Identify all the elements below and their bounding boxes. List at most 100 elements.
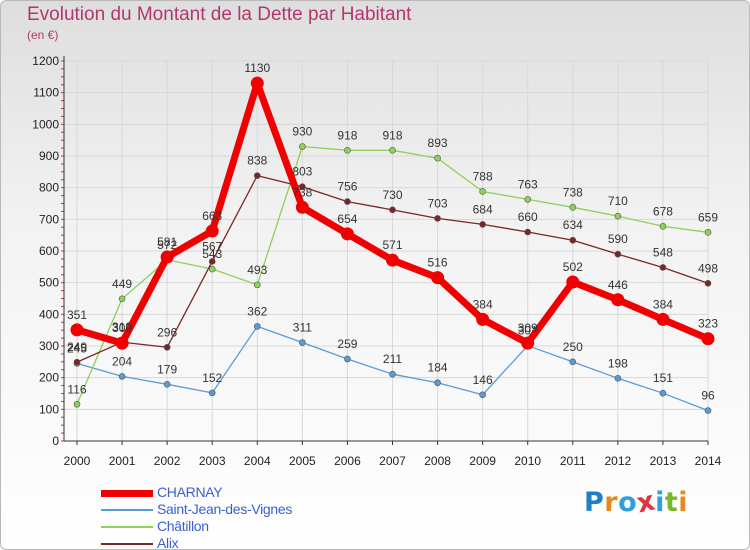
- data-label-charnay: 502: [563, 260, 583, 274]
- legend-swatch: [101, 509, 153, 511]
- data-label-charnay: 309: [518, 321, 538, 335]
- data-point-saint-jean-des-vignes: [118, 373, 126, 380]
- y-tick-label: 0: [52, 434, 59, 448]
- data-label-alix: 498: [698, 261, 718, 275]
- data-point-charnay: [521, 336, 535, 350]
- data-point-chatillon: [434, 154, 441, 162]
- data-point-charnay: [340, 227, 354, 241]
- data-point-chatillon: [479, 188, 486, 195]
- data-label-chatillon: 449: [112, 277, 132, 291]
- data-point-saint-jean-des-vignes: [434, 379, 441, 387]
- data-label-alix: 567: [202, 239, 222, 253]
- data-point-alix: [299, 183, 306, 191]
- y-tick-label: 400: [39, 307, 59, 321]
- x-tick-label: 2007: [379, 454, 406, 468]
- data-label-saint-jean-des-vignes: 96: [701, 389, 715, 403]
- data-point-charnay: [250, 76, 264, 90]
- data-point-charnay: [386, 253, 399, 267]
- data-label-saint-jean-des-vignes: 198: [608, 356, 628, 370]
- data-label-saint-jean-des-vignes: 362: [247, 304, 267, 318]
- data-label-saint-jean-des-vignes: 211: [383, 352, 402, 366]
- data-label-saint-jean-des-vignes: 259: [337, 337, 357, 351]
- data-point-charnay: [115, 336, 129, 350]
- data-point-saint-jean-des-vignes: [704, 407, 712, 414]
- data-point-charnay: [611, 293, 625, 307]
- data-point-saint-jean-des-vignes: [163, 381, 171, 388]
- data-label-chatillon: 493: [247, 263, 267, 277]
- y-tick-label: 500: [39, 276, 59, 290]
- data-label-chatillon: 710: [608, 194, 628, 208]
- data-label-charnay: 738: [292, 185, 312, 199]
- data-point-charnay: [160, 250, 174, 264]
- data-label-alix: 548: [653, 245, 673, 259]
- x-tick-label: 2014: [695, 454, 722, 468]
- data-point-chatillon: [659, 223, 667, 230]
- data-label-saint-jean-des-vignes: 250: [563, 340, 583, 354]
- data-label-alix: 590: [608, 232, 628, 246]
- x-tick-label: 2003: [199, 454, 226, 468]
- data-point-saint-jean-des-vignes: [659, 389, 667, 397]
- data-label-charnay: 663: [202, 209, 222, 223]
- data-label-chatillon: 659: [698, 210, 718, 224]
- data-label-alix: 634: [563, 218, 583, 232]
- data-point-chatillon: [704, 229, 712, 236]
- legend-swatch: [101, 526, 153, 528]
- data-point-charnay: [476, 312, 490, 326]
- data-point-saint-jean-des-vignes: [253, 323, 261, 330]
- data-label-charnay: 309: [112, 321, 132, 335]
- data-point-charnay: [656, 312, 670, 326]
- data-label-chatillon: 678: [653, 204, 673, 218]
- x-tick-label: 2004: [244, 454, 271, 468]
- data-point-alix: [253, 172, 261, 179]
- x-tick-label: 2002: [154, 454, 181, 468]
- data-point-charnay: [566, 275, 580, 289]
- data-point-alix: [524, 228, 532, 236]
- data-point-charnay: [295, 200, 309, 214]
- data-point-alix: [614, 250, 622, 258]
- data-label-saint-jean-des-vignes: 179: [157, 362, 177, 376]
- x-tick-label: 2011: [560, 454, 586, 468]
- data-point-saint-jean-des-vignes: [614, 374, 622, 382]
- data-label-saint-jean-des-vignes: 152: [202, 371, 222, 385]
- legend-swatch: [101, 543, 153, 545]
- data-point-saint-jean-des-vignes: [479, 391, 486, 399]
- data-label-alix: 756: [337, 180, 357, 194]
- data-label-chatillon: 930: [292, 125, 312, 139]
- data-label-alix: 703: [428, 196, 448, 210]
- data-point-chatillon: [118, 295, 126, 303]
- data-label-saint-jean-des-vignes: 151: [653, 371, 673, 385]
- data-label-saint-jean-des-vignes: 146: [473, 373, 493, 387]
- data-point-chatillon: [208, 265, 216, 273]
- data-label-charnay: 384: [473, 297, 493, 311]
- data-label-chatillon: 893: [428, 136, 448, 150]
- y-tick-label: 800: [39, 181, 59, 195]
- data-point-chatillon: [253, 281, 261, 289]
- x-tick-label: 2008: [424, 454, 451, 468]
- data-label-charnay: 323: [698, 317, 718, 331]
- data-point-alix: [73, 358, 81, 366]
- data-label-saint-jean-des-vignes: 184: [428, 361, 448, 375]
- legend-swatch: [101, 490, 153, 497]
- legend-label: Alix: [157, 535, 179, 550]
- data-point-charnay: [701, 332, 715, 346]
- data-label-chatillon: 763: [518, 177, 538, 191]
- chart-subtitle: (en €): [27, 28, 59, 42]
- data-point-alix: [434, 215, 441, 222]
- data-label-alix: 730: [382, 188, 402, 202]
- data-label-chatillon: 918: [337, 128, 357, 142]
- data-point-alix: [389, 206, 396, 214]
- data-label-alix: 684: [473, 202, 493, 216]
- data-point-chatillon: [569, 204, 577, 211]
- data-label-charnay: 581: [157, 235, 177, 249]
- x-tick-label: 2009: [469, 454, 496, 468]
- y-tick-label: 900: [39, 149, 59, 163]
- data-point-alix: [163, 343, 171, 351]
- x-tick-label: 2006: [334, 454, 361, 468]
- data-label-charnay: 1130: [244, 61, 270, 75]
- data-point-saint-jean-des-vignes: [569, 358, 577, 366]
- data-point-alix: [659, 264, 667, 271]
- data-label-alix: 296: [157, 325, 177, 339]
- data-point-saint-jean-des-vignes: [389, 370, 396, 378]
